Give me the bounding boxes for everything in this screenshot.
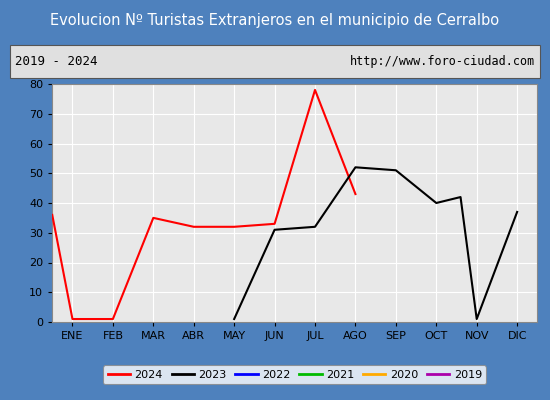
- Legend: 2024, 2023, 2022, 2021, 2020, 2019: 2024, 2023, 2022, 2021, 2020, 2019: [103, 365, 486, 384]
- FancyBboxPatch shape: [10, 45, 540, 78]
- Text: Evolucion Nº Turistas Extranjeros en el municipio de Cerralbo: Evolucion Nº Turistas Extranjeros en el …: [51, 14, 499, 28]
- Text: 2019 - 2024: 2019 - 2024: [15, 55, 98, 68]
- Text: http://www.foro-ciudad.com: http://www.foro-ciudad.com: [350, 55, 535, 68]
